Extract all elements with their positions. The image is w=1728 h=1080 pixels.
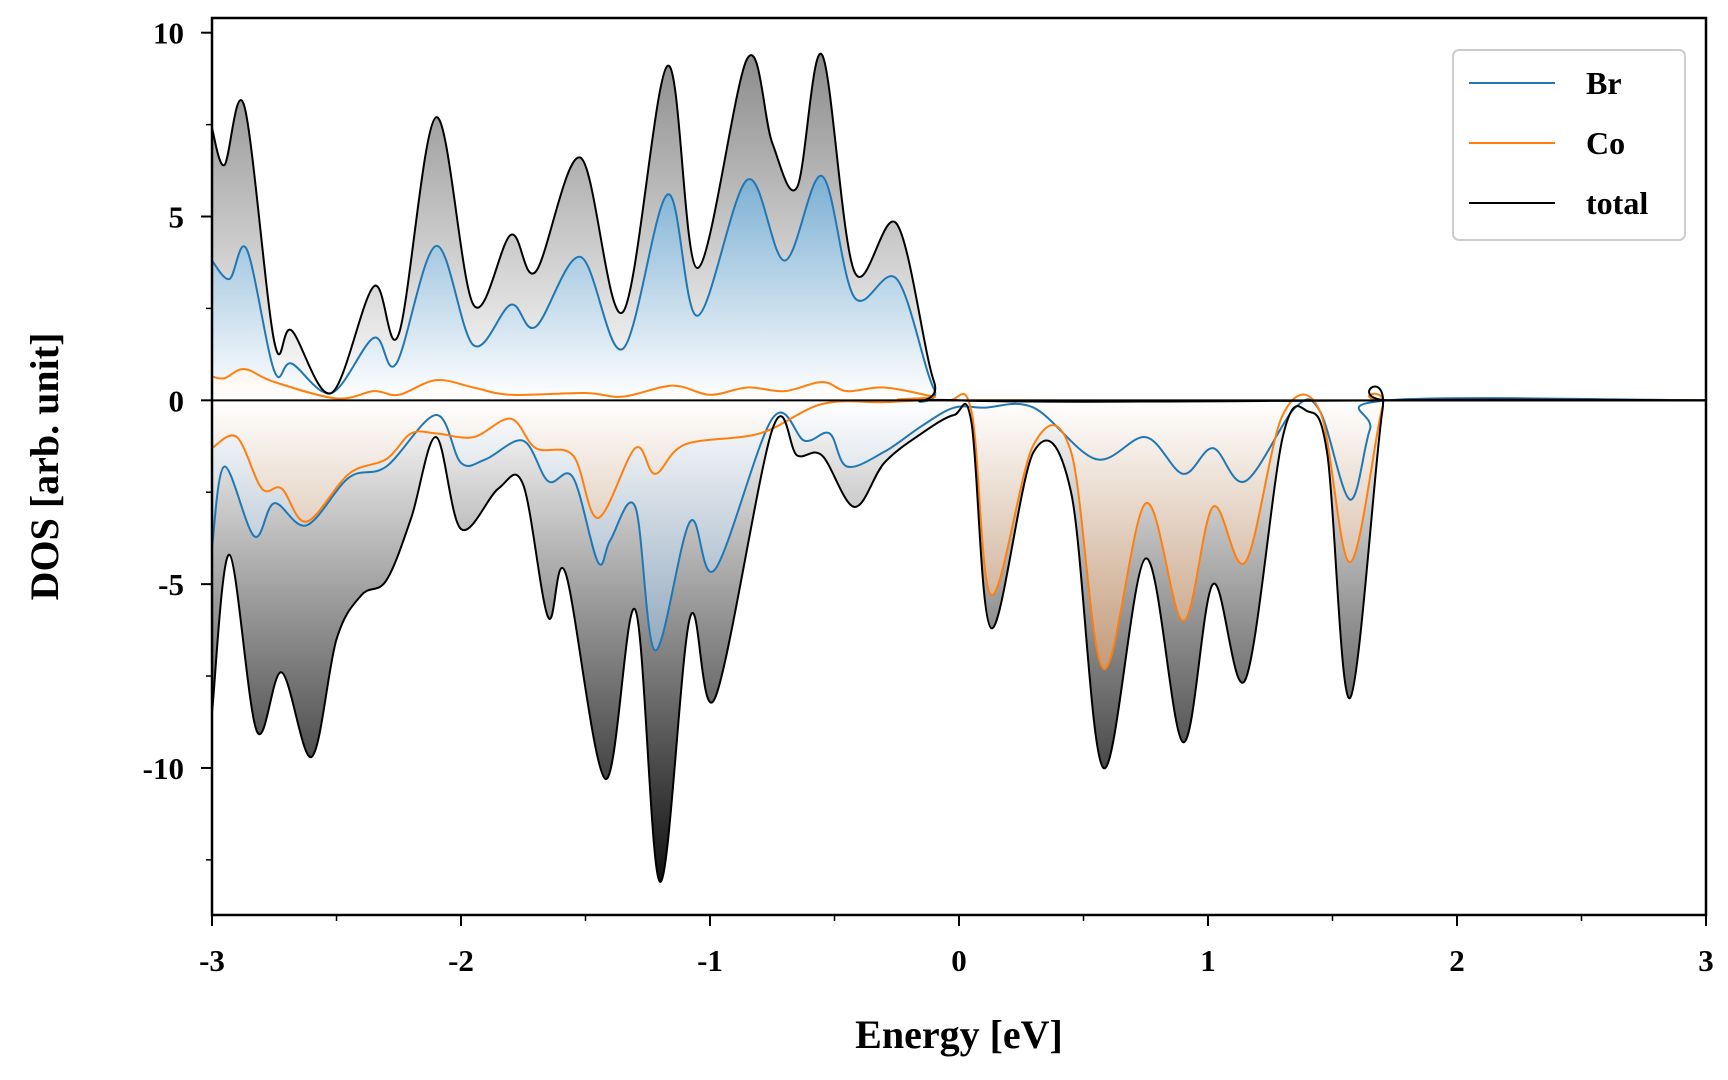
- legend-label: total: [1586, 185, 1648, 221]
- y-tick-label: -5: [158, 567, 184, 602]
- y-tick-label: 0: [169, 383, 185, 418]
- total-down-line: [211, 385, 1707, 883]
- x-tick-label: -3: [199, 943, 225, 978]
- co-down-fill: [212, 393, 1706, 670]
- x-tick-label: 1: [1200, 943, 1216, 978]
- co-up-line: [211, 368, 1707, 402]
- x-tick-label: 3: [1698, 943, 1714, 978]
- legend-label: Br: [1586, 65, 1622, 101]
- total-down-fill: [212, 386, 1706, 882]
- x-tick-label: -1: [697, 943, 723, 978]
- x-tick-label: 2: [1449, 943, 1465, 978]
- legend-label: Co: [1586, 125, 1625, 161]
- y-tick-label: 10: [153, 16, 184, 51]
- y-axis-title: DOS [arb. unit]: [22, 333, 67, 601]
- y-tick-label: 5: [169, 200, 185, 235]
- br-up-fill: [212, 175, 1706, 402]
- legend: Br Co total: [1452, 49, 1686, 241]
- legend-box: [1452, 49, 1686, 241]
- co-down-line: [211, 392, 1707, 670]
- y-tick-label: -10: [143, 751, 184, 786]
- co-up-fill: [212, 369, 1706, 401]
- series-lines: [211, 52, 1707, 883]
- x-tick-label: 0: [951, 943, 967, 978]
- x-axis-title: Energy [eV]: [855, 1012, 1063, 1057]
- x-tick-label: -2: [448, 943, 474, 978]
- total-up-line: [211, 52, 1706, 403]
